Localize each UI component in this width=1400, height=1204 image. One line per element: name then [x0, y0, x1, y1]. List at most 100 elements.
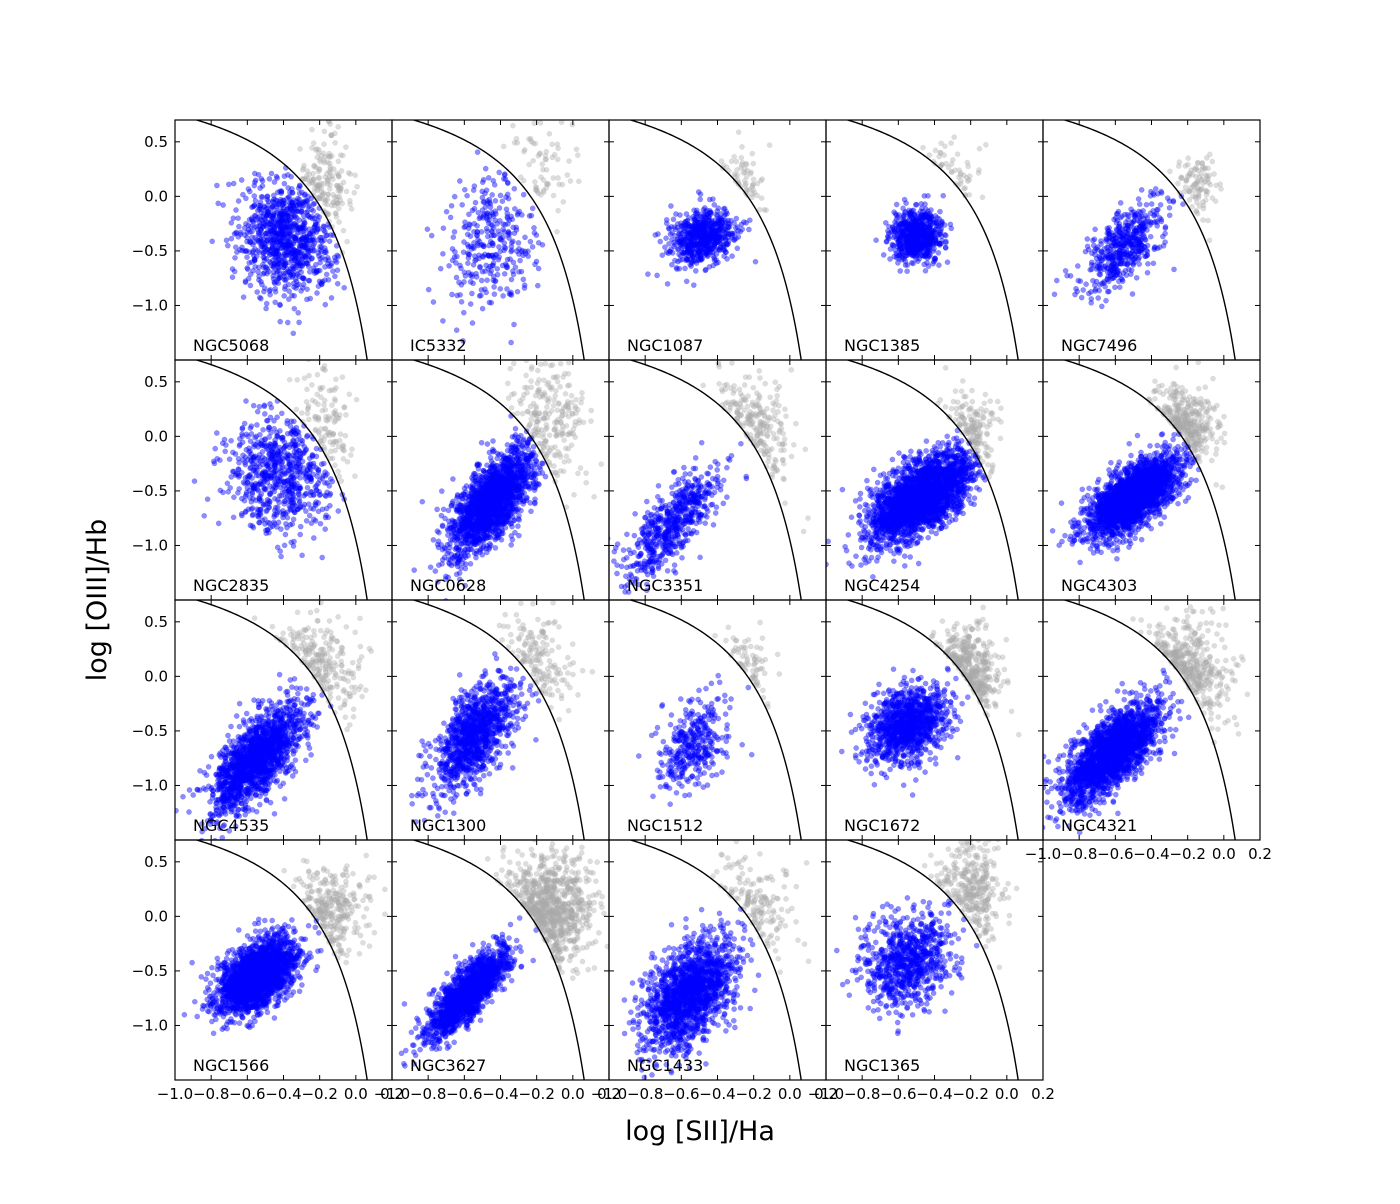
hii-points-point — [312, 225, 317, 230]
hii-points-point — [920, 239, 925, 244]
hii-points-point — [462, 187, 467, 192]
hii-points-point — [479, 440, 484, 445]
hii-points-point — [704, 221, 709, 226]
hii-points-point — [324, 272, 329, 277]
hii-points-point — [1148, 234, 1153, 239]
other-points-point — [343, 433, 348, 438]
other-points-point — [1194, 200, 1199, 205]
hii-points-point — [258, 186, 263, 191]
other-points-point — [309, 382, 314, 387]
hii-points-point — [1144, 202, 1149, 207]
hii-points-point — [1068, 273, 1073, 278]
hii-points-point — [495, 221, 500, 226]
hii-points-point — [298, 504, 303, 509]
hii-points-point — [192, 479, 197, 484]
other-points-point — [942, 144, 947, 149]
other-points-point — [1201, 206, 1206, 211]
hii-points-point — [236, 198, 241, 203]
hii-points-point — [505, 257, 510, 262]
hii-points-point — [302, 261, 307, 266]
demarcation-curve — [817, 112, 1034, 517]
hii-points-point — [239, 177, 244, 182]
other-points-point — [295, 377, 300, 382]
hii-points-point — [260, 481, 265, 486]
hii-points-point — [291, 517, 296, 522]
hii-points-point — [285, 494, 290, 499]
other-points-point — [313, 114, 318, 119]
hii-points-point — [449, 292, 454, 297]
other-points-point — [525, 409, 530, 414]
hii-points-point — [230, 275, 235, 280]
hii-points-point — [472, 254, 477, 259]
other-points-point — [336, 469, 341, 474]
hii-points-point — [311, 208, 316, 213]
hii-points-point — [1145, 243, 1150, 248]
hii-points-point — [1129, 268, 1134, 273]
hii-points-point — [1119, 214, 1124, 219]
other-points-point — [1192, 182, 1197, 187]
hii-points-point — [490, 192, 495, 197]
hii-points-point — [693, 268, 698, 273]
other-points-point — [543, 361, 548, 366]
hii-points-point — [716, 206, 721, 211]
hii-points-point — [468, 234, 473, 239]
hii-points-point — [256, 269, 261, 274]
hii-points-point — [248, 472, 253, 477]
other-points-point — [545, 445, 550, 450]
hii-points-point — [425, 227, 430, 232]
hii-points-point — [695, 219, 700, 224]
other-points-point — [739, 155, 744, 160]
hii-points-point — [320, 555, 325, 560]
hii-points-point — [287, 503, 292, 508]
hii-points-point — [287, 250, 292, 255]
hii-points-point — [1141, 232, 1146, 237]
hii-points-point — [1139, 187, 1144, 192]
hii-points-point — [511, 322, 516, 327]
hii-points-point — [222, 437, 227, 442]
other-points-point — [551, 193, 556, 198]
y-tick-label: 0.5 — [144, 373, 168, 391]
hii-points-point — [438, 266, 443, 271]
hii-points-point — [535, 283, 540, 288]
hii-points-point — [235, 490, 240, 495]
hii-points-point — [465, 193, 470, 198]
hii-points-point — [280, 215, 285, 220]
other-points-point — [318, 159, 323, 164]
hii-points-point — [1115, 218, 1120, 223]
other-points-point — [555, 420, 560, 425]
hii-points-point — [324, 506, 329, 511]
hii-points-point — [229, 438, 234, 443]
hii-points-point — [275, 254, 280, 259]
hii-points-point — [928, 252, 933, 257]
hii-points-point — [275, 433, 280, 438]
hii-points-point — [249, 205, 254, 210]
other-points — [920, 135, 988, 200]
other-points-point — [279, 350, 284, 355]
other-points-point — [547, 349, 552, 354]
hii-points-point — [231, 495, 236, 500]
other-points-point — [734, 159, 739, 164]
hii-points-point — [269, 405, 274, 410]
hii-points-point — [287, 289, 292, 294]
other-points-point — [529, 379, 534, 384]
hii-points-point — [1155, 220, 1160, 225]
hii-points-point — [255, 409, 260, 414]
hii-points-point — [936, 250, 941, 255]
other-points-point — [310, 398, 315, 403]
hii-points-point — [255, 510, 260, 515]
hii-points-point — [328, 263, 333, 268]
hii-points-point — [710, 233, 715, 238]
other-points-point — [1177, 160, 1182, 165]
hii-points-point — [335, 268, 340, 273]
hii-points-point — [1104, 238, 1109, 243]
other-points-point — [509, 104, 514, 109]
y-tick-label: 0.0 — [144, 187, 168, 205]
hii-points-point — [242, 421, 247, 426]
hii-points-point — [440, 251, 445, 256]
panel-label: NGC1385 — [844, 336, 920, 355]
hii-points-point — [221, 202, 226, 207]
hii-points-point — [214, 183, 219, 188]
hii-points-point — [304, 518, 309, 523]
hii-points-point — [684, 279, 689, 284]
other-points-point — [927, 153, 932, 158]
